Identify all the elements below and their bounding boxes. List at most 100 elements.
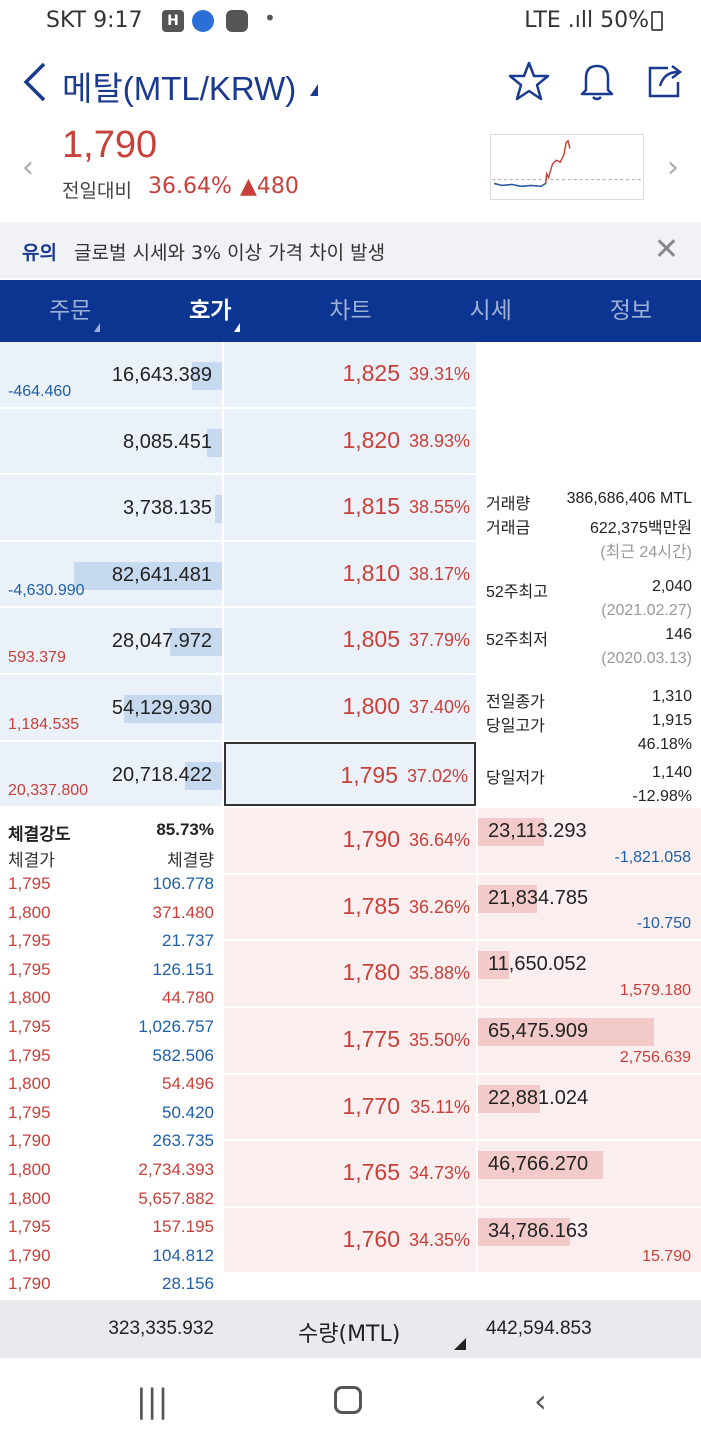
tab-quotes[interactable]: 시세: [421, 280, 561, 342]
bid-volume-change: 2,756.639: [619, 1048, 691, 1066]
notice-message: 글로벌 시세와 3% 이상 가격 차이 발생: [74, 242, 386, 264]
tick-qty: 44.780: [162, 988, 214, 1008]
share-icon[interactable]: [644, 60, 686, 102]
status-bar: SKT 9:17 H • LTE .ıll 50%: [0, 0, 701, 44]
ask-volume-change: 20,337.800: [8, 782, 89, 800]
unit-dropdown-caret-icon: [454, 1338, 466, 1350]
ask-price-cell[interactable]: 1,810 38.17%: [224, 541, 476, 607]
bid-volume-cell[interactable]: 11,650.052 1,579.180: [478, 941, 701, 1006]
bid-volume-cell[interactable]: 46,766.270: [478, 1141, 701, 1206]
info-day-low-pct: -12.98%: [632, 788, 692, 805]
bid-volume-cell[interactable]: 65,475.909 2,756.639: [478, 1008, 701, 1073]
close-icon[interactable]: ✕: [653, 232, 679, 267]
tick-row: 1,800 2,734.393: [0, 1160, 222, 1189]
ask-price: 1,800: [342, 693, 400, 719]
ask-volume-cell[interactable]: 54,129.930 1,184.535: [0, 675, 222, 740]
bid-volume-bar: [478, 1151, 603, 1180]
sparkline-chart[interactable]: [490, 134, 644, 200]
bid-volume-bar: [478, 951, 509, 980]
bid-price-cell[interactable]: 1,790 36.64%: [224, 808, 476, 873]
tab-orderbook[interactable]: 호가: [140, 280, 280, 342]
tick-row: 1,795 50.420: [0, 1103, 222, 1132]
bid-volume: 22,881.024: [488, 1086, 589, 1109]
bid-price-pct: 36.26%: [408, 896, 470, 917]
ask-price-cell[interactable]: 1,800 37.40%: [224, 675, 476, 740]
ask-volume-cell[interactable]: 20,718.422 20,337.800: [0, 741, 222, 807]
next-coin-arrow-icon[interactable]: ›: [667, 150, 679, 185]
tick-price: 1,795: [8, 931, 51, 951]
ask-price-cell[interactable]: 1,795 37.02%: [224, 741, 476, 807]
bid-price: 1,770: [342, 1092, 400, 1119]
tick-price: 1,800: [8, 988, 51, 1008]
ask-volume-bar: [74, 561, 222, 590]
page-title[interactable]: 메탈(MTL/KRW): [62, 70, 297, 107]
bid-volume-cell[interactable]: 23,113.293 -1,821.058: [478, 808, 701, 873]
bid-price-cell[interactable]: 1,765 34.73%: [224, 1141, 476, 1206]
bid-price-cell[interactable]: 1,775 35.50%: [224, 1008, 476, 1073]
unit-selector[interactable]: 수량(MTL): [224, 1300, 476, 1358]
notification-app-icon: [192, 10, 214, 32]
ask-price-pct: 37.02%: [406, 765, 468, 786]
title-dropdown-caret-icon[interactable]: [310, 84, 318, 96]
ask-volume-cell[interactable]: 16,643.389 -464.460: [0, 342, 222, 407]
tab-order[interactable]: 주문: [0, 280, 140, 342]
bid-volume: 21,834.785: [488, 886, 589, 909]
prev-coin-arrow-icon[interactable]: ‹: [22, 150, 34, 185]
tick-row: 1,790 104.812: [0, 1246, 222, 1275]
back-arrow-icon[interactable]: [20, 60, 50, 104]
ask-volume-cell[interactable]: 8,085.451: [0, 408, 222, 474]
tab-caret-icon: [234, 323, 241, 332]
tab-info[interactable]: 정보: [561, 280, 701, 342]
ask-price-pct: 37.40%: [408, 697, 470, 717]
bid-volume-cell[interactable]: 34,786.163 15.790: [478, 1207, 701, 1273]
ask-price-pct: 38.17%: [408, 563, 470, 584]
tick-qty: 263.735: [152, 1131, 214, 1151]
ask-volume-cell[interactable]: 28,047.972 593.379: [0, 608, 222, 673]
system-nav-bar: ||| ‹: [0, 1360, 701, 1440]
tick-row: 1,790 263.735: [0, 1131, 222, 1160]
bid-price-cell[interactable]: 1,780 35.88%: [224, 941, 476, 1006]
ask-price-cell[interactable]: 1,815 38.55%: [224, 475, 476, 540]
bid-volume-cell[interactable]: 22,881.024: [478, 1074, 701, 1140]
tab-label: 시세: [469, 298, 512, 324]
home-icon[interactable]: [334, 1386, 362, 1414]
ask-price-cell[interactable]: 1,820 38.93%: [224, 408, 476, 474]
ask-volume-bar: [207, 428, 222, 457]
change-amount: ▲480: [240, 174, 299, 199]
recent-apps-icon[interactable]: |||: [136, 1382, 169, 1420]
bid-volume: 11,650.052: [488, 953, 587, 976]
ask-volume-cell[interactable]: 82,641.481 -4,630.990: [0, 541, 222, 607]
info-day-low-label: 당일저가: [486, 770, 545, 787]
bid-price-cell[interactable]: 1,770 35.11%: [224, 1074, 476, 1140]
star-icon[interactable]: [508, 60, 550, 102]
battery-icon: [651, 11, 663, 31]
ask-price: 1,820: [342, 426, 400, 453]
tab-chart[interactable]: 차트: [280, 280, 420, 342]
bid-volume-bar: [478, 1018, 654, 1046]
bid-volume-cell[interactable]: 21,834.785 -10.750: [478, 874, 701, 940]
tick-price: 1,790: [8, 1245, 51, 1265]
bid-price: 1,775: [342, 1026, 400, 1052]
tab-label: 정보: [609, 298, 653, 324]
ask-volume-change: -464.460: [8, 382, 72, 400]
bid-volume: 65,475.909: [488, 1020, 589, 1042]
tab-bar: 주문 호가 차트 시세 정보: [0, 280, 701, 342]
ask-volume-bar: [185, 761, 222, 790]
tick-row: 1,795 582.506: [0, 1046, 222, 1075]
back-icon[interactable]: ‹: [534, 1382, 547, 1420]
tick-price: 1,795: [8, 1217, 51, 1237]
ask-price-cell[interactable]: 1,805 37.79%: [224, 608, 476, 673]
bid-total: 442,594.853: [486, 1318, 592, 1339]
tick-row: 1,800 371.480: [0, 903, 222, 932]
tick-row: 1,795 21.737: [0, 931, 222, 960]
bid-price-cell[interactable]: 1,760 34.35%: [224, 1207, 476, 1273]
bell-icon[interactable]: [576, 60, 618, 102]
ask-price-pct: 38.55%: [408, 497, 470, 518]
ask-price-cell[interactable]: 1,825 39.31%: [224, 342, 476, 407]
bid-price-cell[interactable]: 1,785 36.26%: [224, 874, 476, 940]
ask-volume-cell[interactable]: 3,738.135: [0, 475, 222, 540]
tick-price: 1,790: [8, 1131, 51, 1151]
market-info-panel: 거래량 386,686,406 MTL 거래금 622,375백만원 (최근 24시…: [480, 490, 698, 812]
trade-ticks: 체결강도 85.73% 체결가 체결량 1,795 106.778 1,800 371…: [0, 820, 222, 1298]
info-day-high: 1,915: [651, 712, 692, 729]
